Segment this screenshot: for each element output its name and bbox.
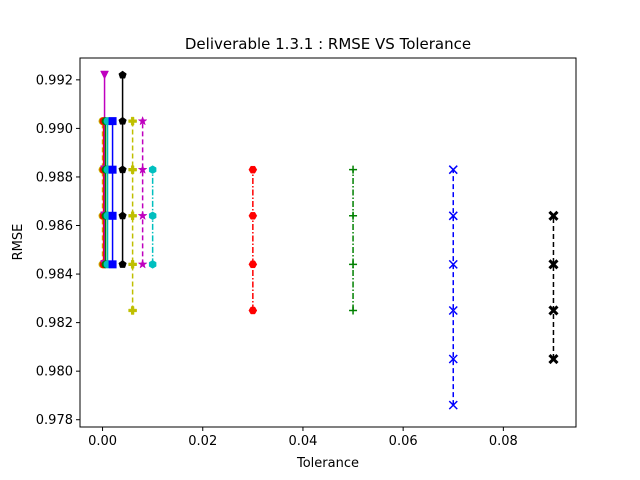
data-point [137, 210, 148, 221]
data-point [118, 70, 127, 79]
data-point [100, 70, 109, 80]
data-point [548, 259, 559, 270]
data-point [118, 211, 127, 220]
y-axis-label: RMSE [11, 224, 26, 261]
data-point [448, 400, 458, 410]
data-point [548, 210, 559, 221]
data-point [128, 211, 137, 221]
data-point [118, 116, 127, 125]
y-tick-label: 0.978 [36, 413, 73, 428]
data-point [137, 164, 148, 174]
plot-frame [79, 57, 577, 428]
plot-area [98, 70, 559, 410]
data-point [118, 165, 127, 174]
x-tick-label: 0.08 [489, 434, 518, 449]
y-tick-label: 0.990 [36, 122, 73, 137]
data-point [448, 211, 458, 221]
data-point [448, 354, 458, 364]
data-point [137, 115, 148, 126]
series-9 [148, 165, 157, 269]
series-6 [118, 70, 127, 268]
data-point [548, 305, 559, 316]
data-point [349, 306, 358, 315]
data-point [118, 260, 127, 268]
series-5 [108, 117, 117, 269]
y-tick-label: 0.980 [36, 365, 73, 380]
x-axis: 0.00 0.02 0.04 0.06 0.08 [88, 427, 518, 449]
data-point [248, 260, 258, 269]
series-8 [137, 115, 148, 269]
series-11 [349, 165, 358, 315]
data-point [349, 260, 358, 269]
x-axis-label: Tolerance [296, 456, 359, 471]
x-tick-label: 0.04 [288, 434, 317, 449]
y-tick-label: 0.988 [36, 170, 73, 185]
data-point [448, 259, 458, 269]
data-point [548, 353, 559, 365]
series-1 [99, 117, 108, 269]
data-point [248, 212, 258, 220]
data-point [128, 306, 137, 315]
series-10 [248, 165, 258, 315]
chart-title: Deliverable 1.3.1 : RMSE VS Tolerance [185, 35, 471, 53]
y-tick-label: 0.984 [36, 268, 73, 283]
data-point [148, 211, 157, 221]
y-tick-label: 0.986 [36, 219, 73, 234]
data-point [128, 165, 137, 174]
data-point [448, 165, 458, 175]
x-tick-label: 0.00 [88, 434, 117, 449]
x-tick-label: 0.06 [389, 434, 418, 449]
y-tick-label: 0.992 [36, 73, 73, 88]
data-point [248, 165, 258, 174]
data-point [349, 165, 358, 174]
data-point [108, 211, 117, 220]
data-point [128, 116, 137, 126]
data-point [148, 260, 157, 269]
data-point [108, 117, 117, 126]
data-point [148, 165, 157, 174]
series-13 [548, 210, 559, 365]
data-point [448, 305, 458, 316]
data-point [137, 259, 148, 269]
x-tick-label: 0.02 [188, 434, 217, 449]
data-point [248, 306, 258, 315]
data-point [108, 165, 117, 174]
series-7 [128, 116, 137, 315]
data-point [108, 260, 117, 269]
data-point [128, 260, 137, 269]
data-point [349, 211, 358, 220]
y-axis: 0.978 0.980 0.982 0.984 0.986 0.988 0.990 0.992 [36, 73, 80, 428]
y-tick-label: 0.982 [36, 316, 73, 331]
series-12 [448, 165, 458, 410]
